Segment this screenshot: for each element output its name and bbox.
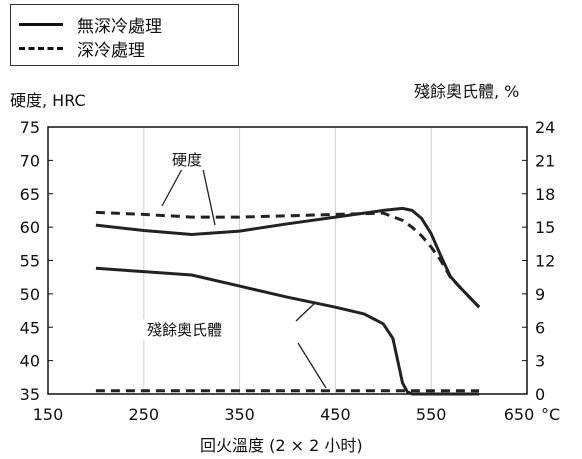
y-right-tick-label: 18 (535, 185, 555, 204)
y-right-tick-label: 24 (535, 118, 555, 137)
y-left-tick-label: 60 (20, 218, 40, 237)
y-right-tick-label: 12 (535, 252, 555, 271)
legend-label: 深冷處理 (77, 40, 145, 61)
y-right-tick-label: 15 (535, 218, 555, 237)
x-unit-label: °C (541, 405, 560, 424)
series-dashed-line (95, 210, 481, 309)
retained-austenite-annotation: 殘餘奧氏體 (143, 319, 227, 340)
x-tick-label: 250 (129, 405, 160, 424)
legend-entry-solid: 無深冷處理 (19, 13, 162, 37)
y-left-tick-label: 50 (20, 285, 40, 304)
y-left-tick-label: 35 (20, 385, 40, 404)
legend-label: 無深冷處理 (77, 16, 162, 37)
hardness-annotation: 硬度 (168, 149, 207, 170)
series-solid-line (95, 206, 481, 309)
annotation-leader-line (297, 342, 327, 389)
y-left-tick-label: 40 (20, 352, 40, 371)
plot-frame (47, 126, 528, 395)
y-right-tick-label: 9 (535, 285, 545, 304)
y-right-tick-label: 21 (535, 151, 555, 170)
x-tick-label: 450 (320, 405, 351, 424)
legend-dashed-line-swatch (19, 46, 63, 50)
y-left-tick-label: 55 (20, 252, 40, 271)
y-axis-right-label: 殘餘奧氏體, % (414, 82, 520, 101)
x-tick-label: 650 (504, 405, 535, 424)
x-tick-label: 150 (33, 405, 64, 424)
x-tick-label: 550 (416, 405, 447, 424)
series-solid-line (95, 266, 480, 396)
y-left-tick-label: 45 (20, 318, 40, 337)
y-left-tick-label: 65 (20, 185, 40, 204)
y-left-tick-label: 70 (20, 151, 40, 170)
y-right-tick-label: 6 (535, 318, 545, 337)
annotation-leader-line (202, 168, 216, 226)
legend-entry-dashed: 深冷處理 (19, 37, 145, 61)
y-right-tick-label: 0 (535, 385, 545, 404)
x-axis-label: 回火溫度 (2 × 2 小时) (200, 436, 363, 455)
y-left-tick-label: 75 (20, 118, 40, 137)
y-right-tick-label: 3 (535, 352, 545, 371)
legend-solid-line-swatch (19, 22, 63, 26)
y-axis-left-label: 硬度, HRC (10, 91, 86, 110)
annotation-leader-line (295, 301, 317, 322)
x-tick-label: 350 (224, 405, 255, 424)
legend: 無深冷處理 深冷處理 (10, 4, 239, 66)
annotation-leader-line (161, 168, 183, 207)
